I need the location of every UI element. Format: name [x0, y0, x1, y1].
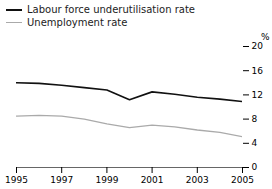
html-text:Labour force underutilisation: Labour force underutilisation rate — [27, 4, 195, 15]
svg-text:1999: 1999 — [95, 175, 118, 185]
svg-text:2001: 2001 — [141, 175, 164, 185]
html-text:Unemployment rate: Unemployment rate — [27, 17, 128, 28]
svg-text:1997: 1997 — [50, 175, 73, 185]
svg-text:16: 16 — [252, 66, 264, 76]
svg-text:%: % — [261, 32, 270, 42]
svg-text:8: 8 — [252, 114, 258, 124]
svg-text:2005: 2005 — [231, 175, 254, 185]
svg-text:0: 0 — [252, 162, 258, 172]
svg-text:12: 12 — [252, 90, 263, 100]
svg-text:2003: 2003 — [186, 175, 209, 185]
svg-text:20: 20 — [252, 41, 264, 51]
svg-text:4: 4 — [252, 138, 258, 148]
svg-text:1995: 1995 — [5, 175, 28, 185]
